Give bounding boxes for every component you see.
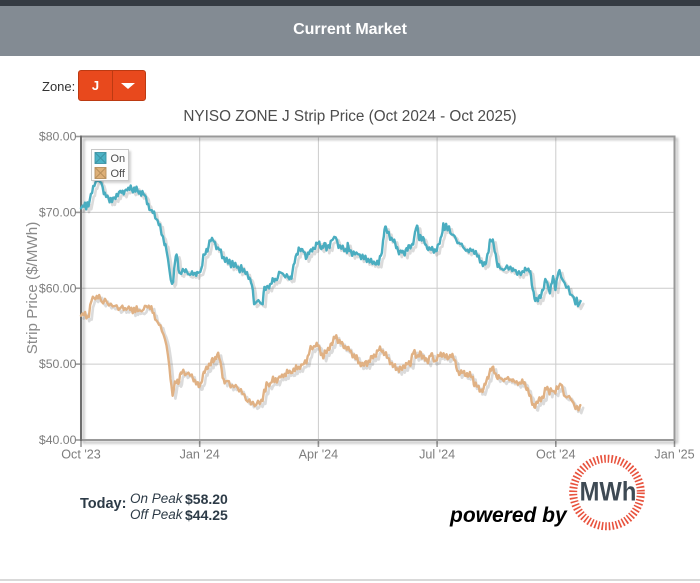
svg-text:$70.00: $70.00 (39, 205, 77, 219)
svg-text:$40.00: $40.00 (39, 433, 77, 447)
svg-text:$50.00: $50.00 (39, 357, 77, 371)
svg-text:Jan '25: Jan '25 (654, 448, 694, 462)
svg-text:MWh: MWh (580, 477, 637, 507)
svg-text:Jan '24: Jan '24 (180, 448, 220, 462)
svg-text:Jul '24: Jul '24 (419, 448, 455, 462)
svg-text:Strip Price ($/MWh): Strip Price ($/MWh) (24, 222, 41, 354)
svg-text:Oct '23: Oct '23 (61, 448, 101, 462)
svg-text:$80.00: $80.00 (39, 130, 77, 144)
svg-text:$60.00: $60.00 (39, 281, 77, 295)
svg-text:Oct '24: Oct '24 (536, 448, 576, 462)
svg-text:Apr '24: Apr '24 (299, 448, 339, 462)
svg-text:On: On (111, 153, 126, 165)
svg-text:Off: Off (111, 168, 126, 180)
